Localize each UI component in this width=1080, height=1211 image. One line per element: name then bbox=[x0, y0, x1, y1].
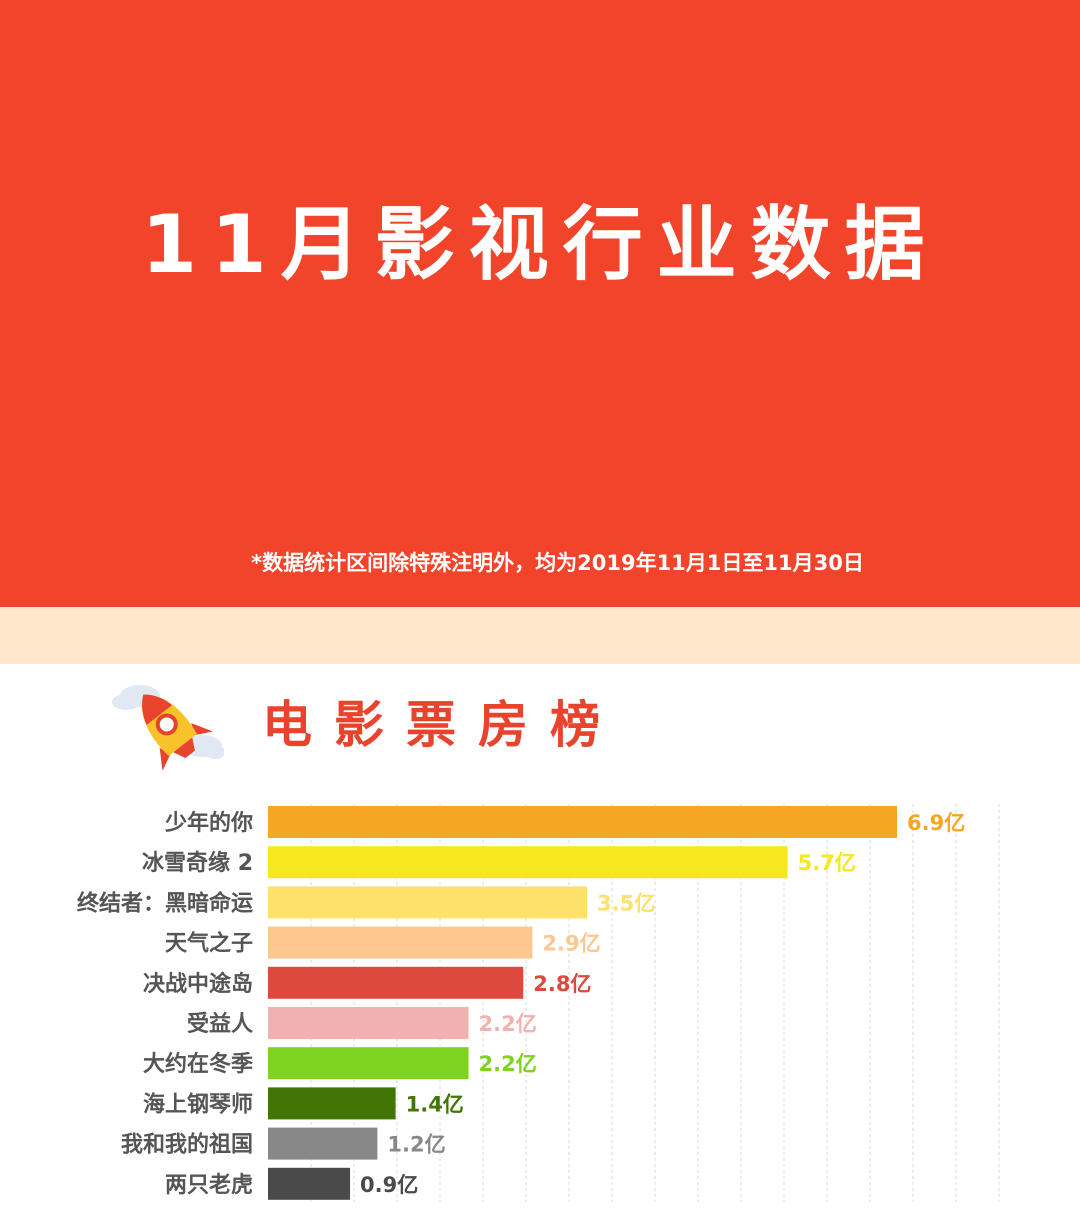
category-label: 少年的你 bbox=[164, 810, 253, 836]
category-label: 海上钢琴师 bbox=[143, 1091, 253, 1117]
value-label: 0.9亿 bbox=[360, 1173, 418, 1197]
value-label: 2.2亿 bbox=[479, 1012, 537, 1036]
bar bbox=[268, 1167, 351, 1200]
category-label: 我和我的祖国 bbox=[121, 1132, 253, 1158]
category-label: 两只老虎 bbox=[165, 1172, 253, 1198]
category-label: 大约在冬季 bbox=[143, 1051, 253, 1077]
category-label: 冰雪奇缘 2 bbox=[142, 850, 253, 876]
bar bbox=[268, 966, 524, 999]
category-label: 天气之子 bbox=[165, 931, 253, 957]
bar bbox=[268, 1007, 469, 1039]
value-label: 2.9亿 bbox=[542, 932, 600, 956]
chart-bars bbox=[268, 806, 897, 1200]
category-label: 决战中途岛 bbox=[143, 971, 253, 997]
bar bbox=[268, 1087, 396, 1120]
bar bbox=[268, 926, 533, 959]
category-label: 终结者：黑暗命运 bbox=[77, 890, 253, 916]
value-label: 3.5亿 bbox=[597, 891, 655, 915]
header-banner: 11月影视行业数据 *数据统计区间除特殊注明外，均为2019年11月1日至11月… bbox=[0, 0, 1080, 607]
bar bbox=[268, 846, 788, 879]
value-label: 2.8亿 bbox=[533, 972, 591, 996]
value-label: 1.2亿 bbox=[387, 1133, 445, 1157]
bar bbox=[268, 1047, 469, 1080]
rocket-icon bbox=[112, 685, 224, 770]
chart-value-labels: 6.9亿 5.7亿 3.5亿 2.9亿 2.8亿 2.2亿 2.2亿 1.4亿 1.2亿 0.9亿 bbox=[360, 811, 965, 1197]
value-label: 6.9亿 bbox=[907, 811, 965, 835]
value-label: 1.4亿 bbox=[406, 1092, 464, 1116]
bar bbox=[268, 886, 588, 919]
divider-band bbox=[0, 607, 1080, 664]
section-title: 电影票房榜 bbox=[262, 696, 622, 754]
bar bbox=[268, 1127, 378, 1160]
value-label: 5.7亿 bbox=[798, 851, 856, 875]
category-label: 受益人 bbox=[187, 1011, 253, 1037]
value-label: 2.2亿 bbox=[479, 1052, 537, 1076]
date-range-note: *数据统计区间除特殊注明外，均为2019年11月1日至11月30日 bbox=[251, 551, 864, 575]
page-title: 11月影视行业数据 bbox=[141, 198, 939, 291]
bar bbox=[268, 806, 897, 838]
